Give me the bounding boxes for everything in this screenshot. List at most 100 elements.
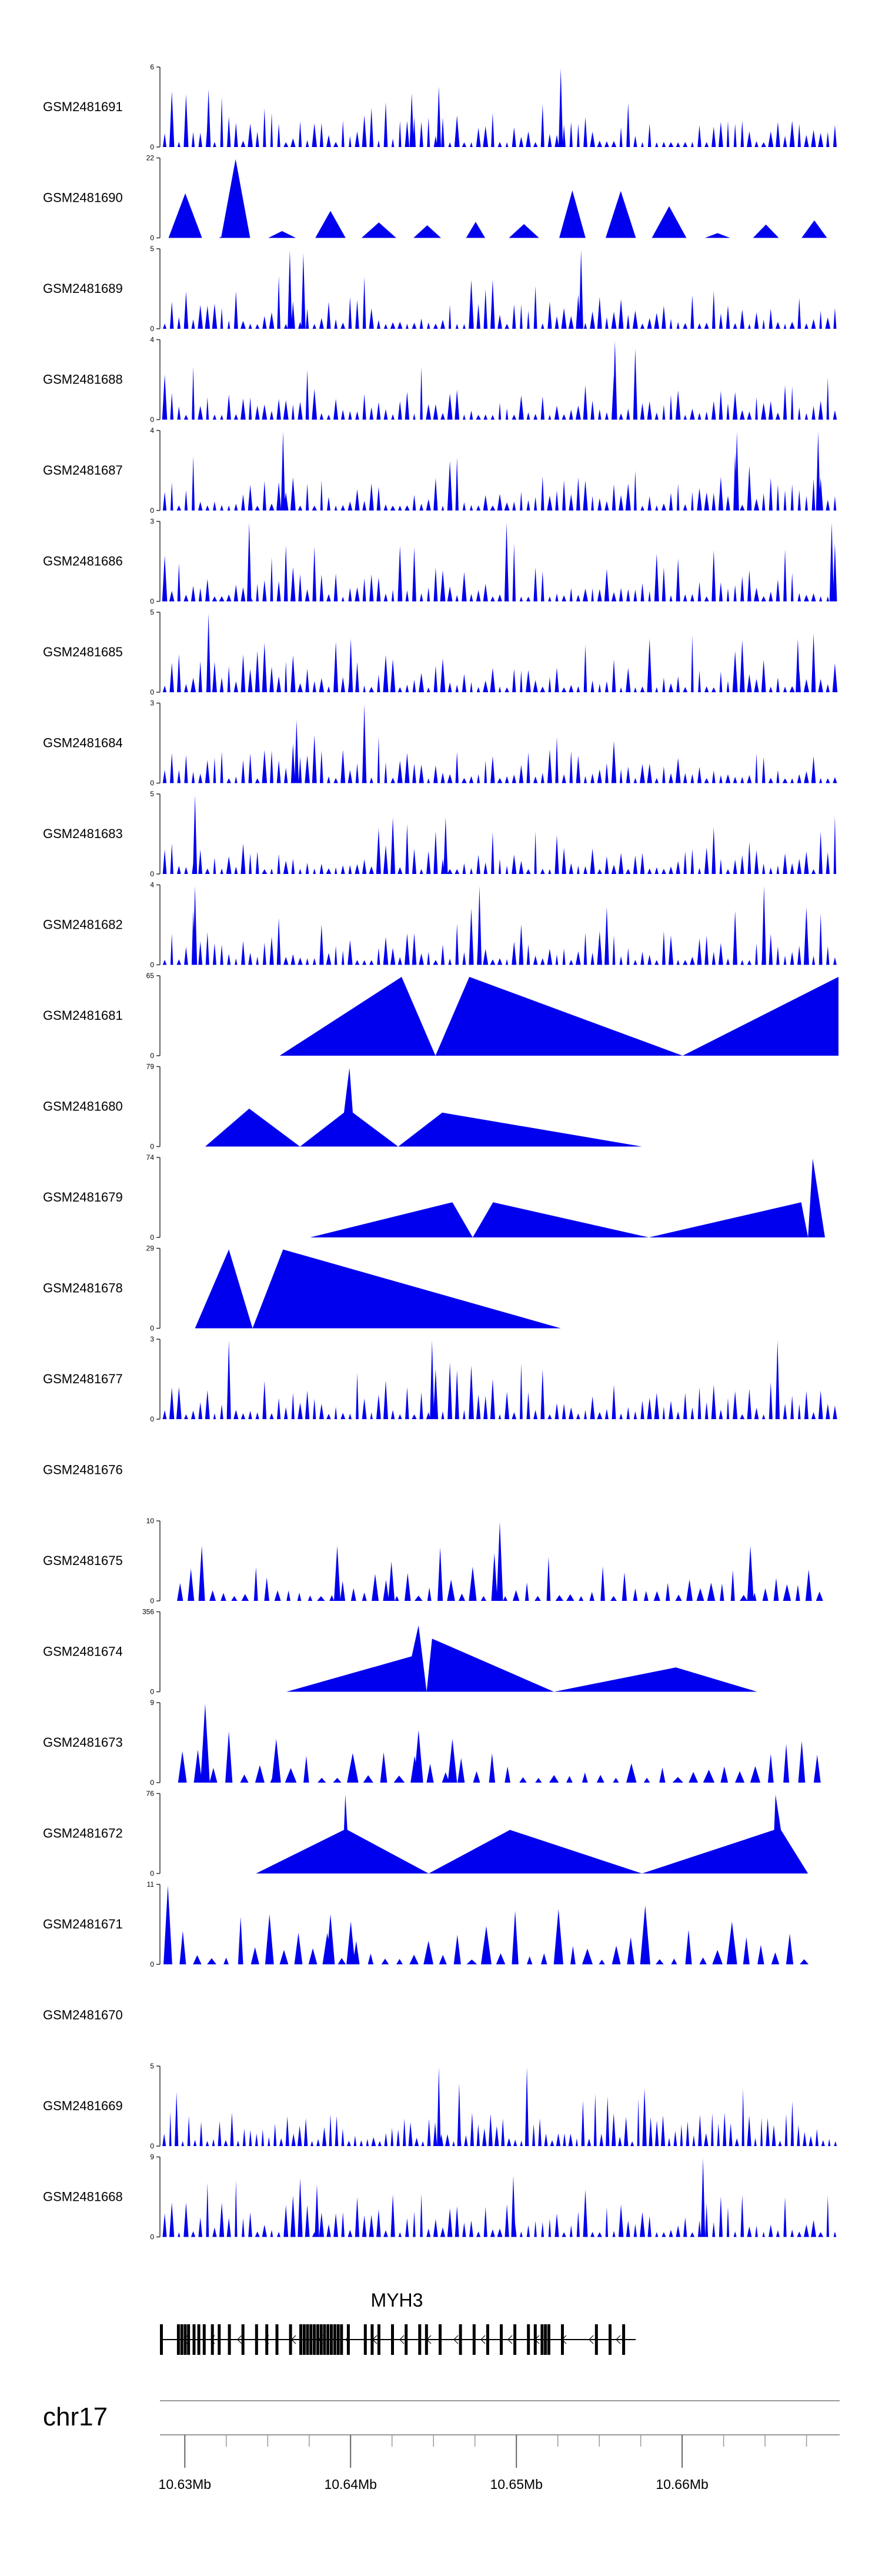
coverage-peak bbox=[610, 1596, 617, 1601]
coverage-peak bbox=[811, 2220, 816, 2237]
coverage-peak bbox=[762, 863, 766, 874]
coverage-peak bbox=[790, 778, 794, 783]
coverage-peak bbox=[579, 250, 583, 329]
coverage-peak bbox=[205, 305, 211, 329]
coverage-peak bbox=[183, 595, 189, 602]
y-min-label: 0 bbox=[150, 1778, 154, 1787]
coverage-peak bbox=[776, 770, 780, 783]
coverage-peak bbox=[726, 588, 730, 602]
coverage-peak bbox=[341, 2128, 345, 2146]
coverage-peak bbox=[647, 401, 652, 420]
coverage-peak bbox=[255, 851, 259, 874]
coverage-peak bbox=[312, 735, 317, 783]
coverage-peak bbox=[526, 2116, 529, 2146]
coverage-peak bbox=[412, 495, 416, 510]
coverage-peak bbox=[318, 1777, 326, 1783]
coverage-peak bbox=[193, 795, 198, 874]
coverage-peak bbox=[562, 949, 566, 965]
coverage-peak bbox=[667, 2137, 671, 2146]
coverage-peak bbox=[654, 2120, 659, 2146]
coverage-peak bbox=[376, 1394, 381, 1419]
coverage-peak bbox=[447, 1579, 455, 1601]
exon bbox=[302, 2324, 306, 2355]
coverage-peak bbox=[555, 490, 559, 510]
coverage-peak bbox=[669, 866, 673, 874]
coverage-peak bbox=[433, 765, 438, 783]
coverage-peak bbox=[818, 2232, 824, 2237]
coverage-peak bbox=[213, 1413, 216, 1419]
coverage-peak bbox=[654, 312, 660, 329]
coverage-peak bbox=[811, 406, 816, 420]
coverage-peak bbox=[761, 757, 766, 783]
coverage-peak bbox=[669, 493, 673, 510]
coverage-peak bbox=[641, 142, 644, 147]
coverage-peak bbox=[212, 2227, 217, 2237]
coverage-peak bbox=[384, 762, 387, 783]
coverage-peak bbox=[348, 865, 352, 874]
coverage-peak bbox=[226, 778, 231, 783]
coverage-peak bbox=[625, 483, 631, 510]
track-label: GSM2481681 bbox=[43, 1008, 123, 1023]
y-min-label: 0 bbox=[150, 1597, 154, 1605]
coverage-peak bbox=[598, 409, 602, 420]
coverage-peak bbox=[776, 677, 780, 692]
coverage-peak bbox=[381, 1958, 389, 1964]
coverage-peak bbox=[512, 502, 516, 510]
coverage-peak bbox=[277, 2231, 280, 2237]
coverage-peak bbox=[762, 319, 765, 329]
coverage-peak bbox=[449, 305, 452, 329]
coverage-peak bbox=[640, 952, 644, 965]
track-label: GSM2481691 bbox=[43, 99, 123, 114]
coverage-peak bbox=[520, 2140, 523, 2146]
coverage-peak bbox=[476, 590, 481, 602]
coverage-peak bbox=[238, 1917, 243, 1964]
coverage-peak bbox=[590, 1396, 595, 1419]
exon bbox=[594, 2324, 598, 2355]
coverage-peak bbox=[241, 760, 245, 783]
coverage-peak bbox=[654, 867, 659, 874]
coverage-peak bbox=[316, 2138, 320, 2146]
coverage-peak bbox=[589, 1591, 594, 1601]
coverage-peak bbox=[405, 505, 410, 510]
coverage-peak bbox=[798, 407, 801, 420]
coverage-peak bbox=[576, 595, 580, 602]
coverage-peak bbox=[240, 321, 246, 329]
coverage-peak bbox=[711, 126, 716, 147]
coverage-peak bbox=[540, 396, 544, 420]
coverage-peak bbox=[362, 859, 367, 874]
coverage-peak bbox=[729, 2123, 733, 2146]
coverage-peak bbox=[176, 1387, 182, 1419]
coverage-peak bbox=[355, 960, 360, 965]
coverage-peak bbox=[397, 867, 403, 874]
coverage-peak bbox=[371, 2137, 376, 2146]
coverage-peak bbox=[335, 2115, 339, 2146]
y-max-label: 4 bbox=[150, 881, 154, 889]
coverage-area bbox=[205, 1067, 642, 1147]
coverage-peak bbox=[437, 2067, 441, 2146]
coverage-peak bbox=[176, 505, 182, 510]
coverage-peak bbox=[733, 124, 737, 147]
coverage-peak bbox=[690, 956, 695, 965]
coverage-peak bbox=[291, 859, 295, 874]
coverage-peak bbox=[305, 140, 309, 147]
coverage-peak bbox=[818, 679, 823, 692]
y-max-label: 9 bbox=[150, 1699, 154, 1707]
coverage-peak bbox=[447, 774, 453, 783]
coverage-peak bbox=[355, 300, 359, 329]
coverage-peak bbox=[797, 670, 801, 692]
coverage-peak bbox=[305, 958, 309, 965]
coverage-peak bbox=[319, 413, 324, 420]
coverage-peak bbox=[497, 142, 502, 147]
coverage-peak bbox=[505, 687, 509, 692]
coverage-peak bbox=[333, 399, 339, 420]
coverage-peak bbox=[735, 1771, 745, 1783]
coverage-peak bbox=[363, 1775, 373, 1783]
coverage-peak bbox=[441, 1411, 445, 1419]
coverage-peak bbox=[797, 2125, 800, 2146]
coverage-peak bbox=[170, 482, 173, 510]
coverage-peak bbox=[566, 1594, 574, 1601]
coverage-peak bbox=[476, 855, 480, 874]
coverage-peak bbox=[356, 1372, 359, 1419]
